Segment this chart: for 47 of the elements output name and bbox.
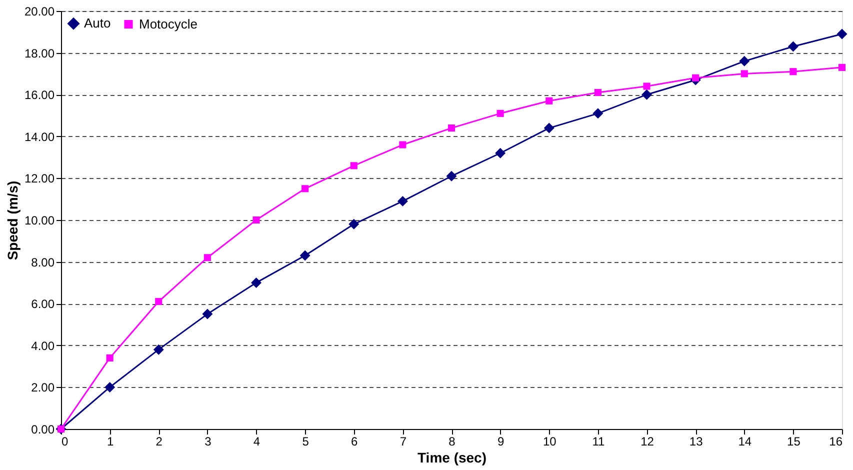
y-tick-label: 18.00: [24, 46, 55, 60]
x-tick-label: 7: [400, 434, 407, 448]
x-tick-label: 6: [351, 434, 358, 448]
y-tick-label: 12.00: [24, 172, 55, 186]
point: [495, 148, 506, 158]
x-axis-title: Time (sec): [418, 450, 486, 466]
point: [251, 277, 262, 288]
x-tick-label: 16: [829, 434, 843, 448]
x-tick-label: 2: [156, 434, 163, 448]
point: [788, 41, 798, 52]
y-tick-label: 6.00: [31, 297, 55, 312]
x-tick-label: 11: [592, 434, 605, 448]
y-axis-title: Speed (m/s): [4, 180, 20, 260]
y-tick-label: 20.00: [24, 4, 55, 18]
y-tick-label: 4.00: [31, 338, 55, 353]
point: [836, 28, 848, 40]
x-tick-label: 9: [497, 434, 504, 448]
point: [397, 196, 408, 206]
point: [202, 308, 213, 320]
x-tick-label: 13: [689, 434, 704, 448]
point: [153, 344, 164, 355]
point: [739, 56, 750, 66]
x-tick-label: 1: [106, 434, 114, 448]
y-tick-label: 16.00: [24, 88, 55, 102]
x-tick-label: 10: [542, 434, 557, 448]
legend-label: Motocycle: [139, 16, 198, 32]
x-tick-label: 14: [738, 434, 752, 448]
x-tick-label: 12: [640, 434, 654, 448]
point: [592, 108, 604, 119]
x-tick-label: 15: [787, 434, 801, 448]
x-tick-label: 8: [448, 434, 456, 448]
point: [300, 250, 310, 261]
legend-label: Auto: [84, 16, 111, 31]
point: [348, 218, 360, 230]
point: [104, 382, 116, 392]
y-tick-label: 8.00: [31, 255, 55, 270]
x-tick-label: 5: [302, 434, 310, 448]
point: [446, 170, 457, 182]
y-tick-label: 10.00: [24, 214, 55, 228]
x-tick-label: 4: [253, 434, 260, 448]
point: [544, 122, 554, 134]
y-tick-label: 2.00: [31, 380, 55, 395]
y-tick-label: 0.00: [31, 422, 55, 436]
x-tick-label: 3: [204, 434, 212, 448]
point: [642, 89, 652, 100]
x-tick-label: 0: [62, 434, 68, 448]
y-tick-label: 14.00: [24, 130, 55, 144]
